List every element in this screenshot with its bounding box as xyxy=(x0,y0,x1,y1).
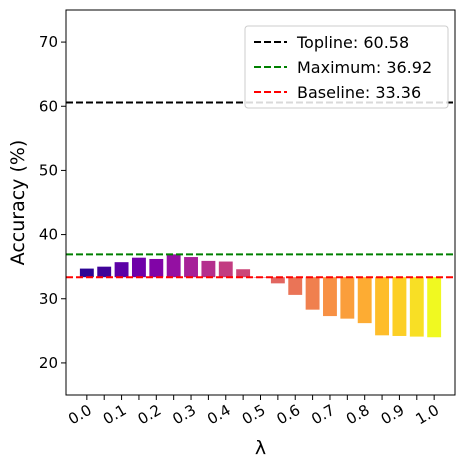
x-tick-label: 0.7 xyxy=(308,401,338,429)
y-tick-label: 60 xyxy=(39,97,58,115)
x-tick-label: 1.0 xyxy=(412,401,442,429)
bar xyxy=(97,266,112,278)
bar xyxy=(166,254,181,278)
bar xyxy=(270,277,285,284)
bar xyxy=(323,277,337,317)
y-tick-label: 30 xyxy=(39,290,58,308)
legend-box xyxy=(244,25,449,109)
bar xyxy=(236,269,251,278)
reference-lines xyxy=(66,101,455,279)
y-axis-label: Accuracy (%) xyxy=(7,140,29,266)
legend: Topline: 60.58 Maximum: 36.92 Baseline: 33… xyxy=(244,25,449,109)
x-tick-label: 0.3 xyxy=(169,401,199,429)
bar xyxy=(340,277,355,319)
bar xyxy=(305,277,320,310)
y-tick-label: 40 xyxy=(39,226,58,244)
bar xyxy=(427,277,442,338)
bar xyxy=(288,277,303,295)
x-tick-label: 0.4 xyxy=(204,401,234,429)
bar xyxy=(149,258,164,278)
y-tick-label: 20 xyxy=(39,354,58,372)
y-tick-label: 50 xyxy=(39,161,58,179)
bar xyxy=(392,277,407,336)
x-tick-label: 0.0 xyxy=(65,401,95,429)
legend-entry: Maximum: 36.92 xyxy=(297,58,432,77)
bar xyxy=(201,260,216,278)
x-axis: 0.0 0.1 0.2 0.3 0.4 0.5 0.6 0.7 0.8 0.9 1.0 xyxy=(65,395,442,428)
x-tick-label: 0.5 xyxy=(239,401,269,429)
bar xyxy=(184,257,198,278)
bar xyxy=(357,277,372,324)
x-tick-label: 0.1 xyxy=(100,401,130,429)
bar xyxy=(79,268,94,278)
bar-series xyxy=(79,254,442,338)
x-tick-label: 0.9 xyxy=(378,401,408,429)
bar xyxy=(131,257,146,278)
x-tick-label: 0.8 xyxy=(343,401,373,429)
legend-entry: Topline: 60.58 xyxy=(296,33,409,52)
bar xyxy=(114,262,129,278)
bar xyxy=(375,277,390,336)
y-tick-label: 70 xyxy=(39,33,58,51)
bar xyxy=(218,261,233,278)
x-tick-label: 0.6 xyxy=(274,401,304,429)
x-tick-label: 0.2 xyxy=(135,401,165,429)
y-axis: 20 30 40 50 60 70 xyxy=(39,33,66,372)
bar xyxy=(409,277,424,337)
x-axis-label: λ xyxy=(255,437,266,459)
legend-entry: Baseline: 33.36 xyxy=(297,83,421,102)
